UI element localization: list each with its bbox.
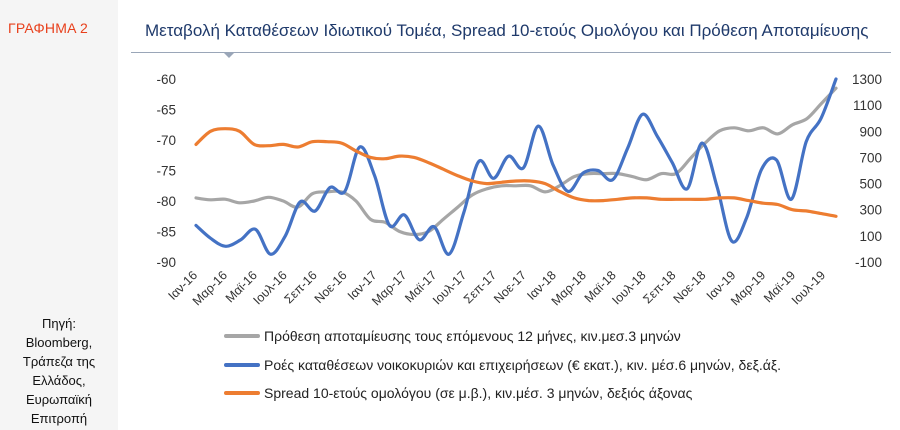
- series-line-saving-intention: [194, 86, 838, 237]
- left-panel: ΓΡΑΦΗΜΑ 2 Πηγή: Bloomberg, Τράπεζα της Ε…: [0, 0, 118, 430]
- source-line: Επιτροπή: [30, 411, 88, 426]
- x-tick-label: Ιουλ-17: [430, 268, 469, 307]
- right-tick-label: 300: [859, 203, 882, 218]
- left-tick-label: -65: [156, 103, 176, 118]
- right-tick-label: 900: [859, 124, 882, 139]
- left-tick-label: -60: [156, 72, 176, 87]
- right-tick-label: -100: [855, 255, 882, 270]
- title-divider: [131, 52, 891, 53]
- x-tick-label: Ιουλ-16: [251, 268, 290, 307]
- source-line: Bloomberg,: [25, 335, 93, 350]
- series-group: [194, 77, 838, 256]
- left-tick-label: -85: [156, 225, 176, 240]
- x-tick-label: Σεπ-17: [461, 268, 499, 306]
- source-line: Τράπεζα της: [22, 354, 96, 369]
- source-line: Ευρωπαϊκή: [25, 392, 93, 407]
- series-line-deposit-flows: [194, 77, 838, 256]
- legend-swatch-grey: [224, 334, 260, 338]
- x-tick-label: Νοε-18: [671, 268, 709, 306]
- right-tick-label: 500: [859, 177, 882, 192]
- figure-label: ΓΡΑΦΗΜΑ 2: [8, 20, 88, 36]
- x-tick-label: Σεπ-16: [282, 268, 320, 306]
- left-tick-label: -90: [156, 255, 176, 270]
- x-axis: Ιαν-16Μαρ-16Μαϊ-16Ιουλ-16Σεπ-16Νοε-16Ιαν…: [165, 268, 828, 308]
- source-line: Ελλάδος,: [32, 373, 86, 388]
- right-tick-label: 100: [859, 229, 882, 244]
- legend-label: Spread 10-ετούς ομολόγου (σε μ.β.), κιν.…: [264, 385, 693, 401]
- x-tick-label: Σεπ-18: [640, 268, 678, 306]
- right-tick-label: 1300: [852, 72, 882, 87]
- source-note: Πηγή: Bloomberg, Τράπεζα της Ελλάδος, Ευ…: [0, 314, 118, 428]
- right-axis: 1300 1100 900 700 500 300 100 -100: [852, 72, 882, 270]
- legend-swatch-orange: [224, 391, 260, 395]
- legend-label: Ροές καταθέσεων νοικοκυριών και επιχειρή…: [264, 357, 782, 373]
- right-tick-label: 1100: [853, 98, 882, 113]
- legend-swatch-blue: [224, 363, 260, 367]
- left-axis: -60 -65 -70 -75 -80 -85 -90: [156, 72, 176, 270]
- x-tick-label: Νοε-16: [312, 268, 350, 306]
- chart-header: Μεταβολή Καταθέσεων Ιδιωτικού Τομέα, Spr…: [131, 0, 900, 60]
- right-tick-label: 700: [859, 150, 882, 165]
- series-line-spread: [194, 127, 838, 218]
- source-line: Πηγή:: [42, 316, 76, 331]
- chart-title: Μεταβολή Καταθέσεων Ιδιωτικού Τομέα, Spr…: [145, 21, 869, 40]
- legend-label: Πρόθεση αποταμίευσης τους επόμενους 12 μ…: [264, 328, 681, 344]
- left-tick-label: -80: [156, 194, 176, 209]
- left-tick-label: -70: [156, 133, 176, 148]
- x-tick-label: Ιουλ-19: [789, 268, 828, 307]
- left-tick-label: -75: [156, 164, 176, 179]
- x-tick-label: Νοε-17: [491, 268, 529, 306]
- title-notch: [223, 52, 235, 58]
- x-tick-label: Ιουλ-18: [609, 268, 648, 307]
